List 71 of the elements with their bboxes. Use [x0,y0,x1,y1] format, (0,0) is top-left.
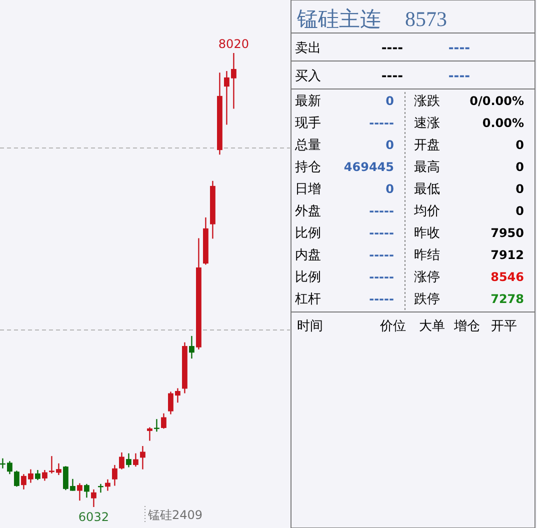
annotation: 8020 [218,37,249,51]
text: 速涨 [414,116,440,131]
text: ----- [369,226,394,240]
text: 0 [386,182,394,196]
text: 锰硅主连 [296,7,381,31]
text: 均价 [413,204,440,219]
text: 大单 [419,319,445,334]
text: 8546 [490,270,524,284]
text: 0 [516,160,524,174]
text: ---- [381,41,403,56]
text: ---- [448,69,470,84]
text: 内盘 [295,248,321,263]
candlestick [112,464,118,486]
candlestick [133,452,138,468]
text: 8573 [405,7,447,31]
candlestick [119,452,124,470]
text: 锰硅2409 [147,508,203,522]
text: 日增 [295,182,321,197]
text: ----- [369,116,394,130]
text: 0.00% [482,116,524,130]
text: ---- [381,69,403,84]
text: 涨跌 [414,94,440,109]
text: 7278 [490,292,524,306]
candlestick [35,469,40,481]
text: 7950 [490,226,524,240]
text: 开盘 [414,138,440,153]
text: 比例 [295,270,321,285]
text: 0/0.00% [470,94,524,108]
text: 比例 [295,226,321,241]
text: 469445 [344,160,394,174]
text: 最新 [295,94,321,109]
text: 时间 [297,319,323,334]
text: 价位 [379,319,406,334]
text: 7912 [490,248,524,262]
text: 昨结 [414,248,440,263]
text: 0 [386,94,394,108]
text: 外盘 [295,204,321,219]
text: 0 [516,138,524,152]
text: 跌停 [414,292,440,307]
text: ---- [448,41,470,56]
text: ----- [369,270,394,284]
candlestick [42,469,48,482]
text: 0 [516,204,524,218]
text: 持仓 [295,160,321,175]
text: 最高 [414,159,440,175]
text: 开平 [491,319,517,334]
text: 昨收 [414,226,440,241]
text: 现手 [295,116,321,131]
candlestick [126,452,132,468]
candlestick [84,483,90,498]
text: 增仓 [453,319,480,334]
text: 卖出 [295,41,321,56]
candlestick [161,412,166,430]
candlestick [147,426,152,442]
text: 0 [516,182,524,196]
text: 买入 [295,69,321,84]
text: 总量 [294,138,321,153]
text: 涨停 [414,270,440,285]
candlestick [105,478,110,492]
text: ----- [369,204,394,218]
text: ----- [369,292,394,306]
candlestick [189,335,194,360]
text: 0 [386,138,394,152]
candlestick [14,470,20,488]
candlestick [140,445,146,470]
text: 最低 [414,182,440,197]
text: 杠杆 [294,292,321,307]
candlestick [91,488,96,508]
candlestick [77,482,82,502]
text: ----- [369,248,394,262]
annotation: 6032 [78,510,109,524]
